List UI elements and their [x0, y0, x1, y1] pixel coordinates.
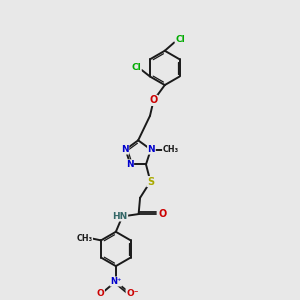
- Text: HN: HN: [112, 212, 128, 221]
- Text: Cl: Cl: [131, 63, 141, 72]
- Text: CH₃: CH₃: [163, 145, 179, 154]
- Text: N: N: [126, 160, 134, 169]
- Text: N: N: [148, 145, 155, 154]
- Text: S: S: [147, 176, 154, 187]
- Text: O: O: [159, 209, 167, 219]
- Text: CH₃: CH₃: [76, 233, 92, 242]
- Text: Cl: Cl: [175, 35, 185, 44]
- Text: N⁺: N⁺: [110, 277, 122, 286]
- Text: O⁻: O⁻: [126, 289, 139, 298]
- Text: O: O: [97, 289, 104, 298]
- Text: N: N: [121, 145, 129, 154]
- Text: O: O: [149, 95, 158, 105]
